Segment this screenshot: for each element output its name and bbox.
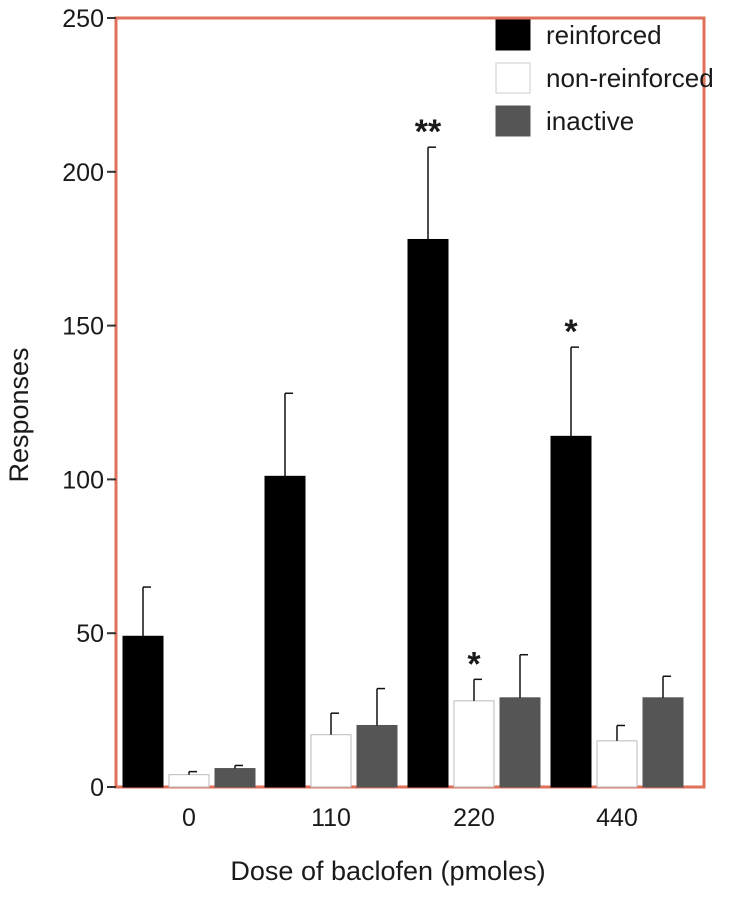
x-tick-label: 0: [182, 804, 196, 832]
x-axis: 0 110 220 440: [182, 804, 638, 832]
bar-reinforced-440: [550, 435, 592, 788]
y-axis-title: Responses: [4, 347, 34, 482]
significance-marker: *: [467, 645, 481, 683]
annotations-group: ****: [415, 113, 579, 683]
bar-non-reinforced-0: [168, 774, 210, 788]
significance-marker: **: [415, 113, 442, 151]
x-tick-label: 440: [596, 804, 638, 832]
legend-swatch-reinforced: [495, 19, 531, 51]
bar-reinforced-110: [264, 475, 306, 788]
legend-label-inactive: inactive: [546, 106, 634, 136]
legend-label-reinforced: reinforced: [546, 20, 662, 50]
x-tick-label: 220: [453, 804, 495, 832]
y-axis: 0 50 100 150 200 250: [62, 5, 116, 802]
bar-inactive-440: [642, 697, 684, 788]
bar-non-reinforced-440: [596, 740, 638, 788]
legend-swatch-inactive: [495, 105, 531, 137]
bars-group: [122, 238, 684, 788]
x-axis-title: Dose of baclofen (pmoles): [230, 856, 545, 886]
y-tick-label: 50: [76, 620, 104, 648]
bar-inactive-0: [214, 768, 256, 788]
bar-inactive-110: [356, 724, 398, 788]
bar-non-reinforced-110: [310, 734, 352, 788]
bar-reinforced-220: [407, 238, 449, 788]
y-tick-label: 150: [62, 313, 104, 341]
significance-marker: *: [564, 313, 578, 351]
x-tick-label: 110: [311, 804, 351, 832]
bar-reinforced-0: [122, 635, 164, 788]
y-tick-label: 250: [62, 5, 104, 33]
legend: reinforced non-reinforced inactive: [495, 19, 714, 137]
bar-inactive-220: [499, 697, 541, 788]
y-tick-label: 200: [62, 159, 104, 187]
y-tick-label: 100: [62, 466, 104, 494]
bar-non-reinforced-220: [453, 700, 495, 788]
legend-swatch-non-reinforced: [495, 62, 531, 94]
y-tick-label: 0: [90, 774, 104, 802]
legend-label-non-reinforced: non-reinforced: [546, 63, 714, 93]
error-bars-group: [142, 146, 671, 775]
